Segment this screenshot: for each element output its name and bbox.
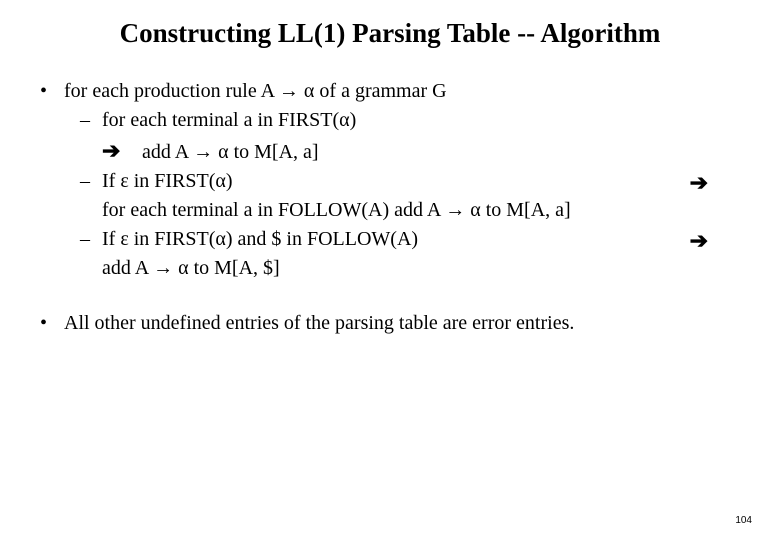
sub2-line2: for each terminal a in FOLLOW(A) add A →… xyxy=(102,199,571,221)
slide-container: Constructing LL(1) Parsing Table -- Algo… xyxy=(0,0,780,338)
bullet-level1-1: • for each production rule A → α of a gr… xyxy=(40,77,740,106)
sub2-line2-wrap: for each terminal a in FOLLOW(A) add A →… xyxy=(40,196,740,225)
sub3-line2: add A → α to M[A, $] xyxy=(102,257,280,279)
bullet-dot: • xyxy=(40,309,64,338)
sub1-line1: for each terminal a in FIRST(α) xyxy=(102,106,356,135)
slide-content: • for each production rule A → α of a gr… xyxy=(40,77,740,338)
slide-title: Constructing LL(1) Parsing Table -- Algo… xyxy=(40,18,740,49)
spacer xyxy=(40,283,740,309)
bullet-dash: – xyxy=(80,106,102,135)
bullet-dot: • xyxy=(40,77,64,106)
sub3-line2-wrap: add A → α to M[A, $] xyxy=(40,254,740,283)
bullet-level1-2: • All other undefined entries of the par… xyxy=(40,309,740,338)
sub3-line1: If ε in FIRST(α) and $ in FOLLOW(A) xyxy=(102,225,418,254)
bullet2-text: All other undefined entries of the parsi… xyxy=(64,309,574,338)
bullet-dash: – xyxy=(80,167,102,196)
sub1-line2-wrap: ➔add A → α to M[A, a] xyxy=(40,135,740,167)
bullet-level2-1: – for each terminal a in FIRST(α) xyxy=(40,106,740,135)
bullet1-text: for each production rule A → α of a gram… xyxy=(64,77,447,106)
bullet-level2-3: – If ε in FIRST(α) and $ in FOLLOW(A) ➔ xyxy=(40,225,740,254)
arrow-icon: ➔ xyxy=(690,167,708,199)
sub1-line2: add A → α to M[A, a] xyxy=(142,141,319,163)
arrow-icon: ➔ xyxy=(102,135,142,167)
sub2-line1: If ε in FIRST(α) xyxy=(102,167,233,196)
arrow-icon: ➔ xyxy=(690,225,708,257)
page-number: 104 xyxy=(735,515,752,526)
bullet-level2-2: – If ε in FIRST(α) ➔ xyxy=(40,167,740,196)
bullet-dash: – xyxy=(80,225,102,254)
